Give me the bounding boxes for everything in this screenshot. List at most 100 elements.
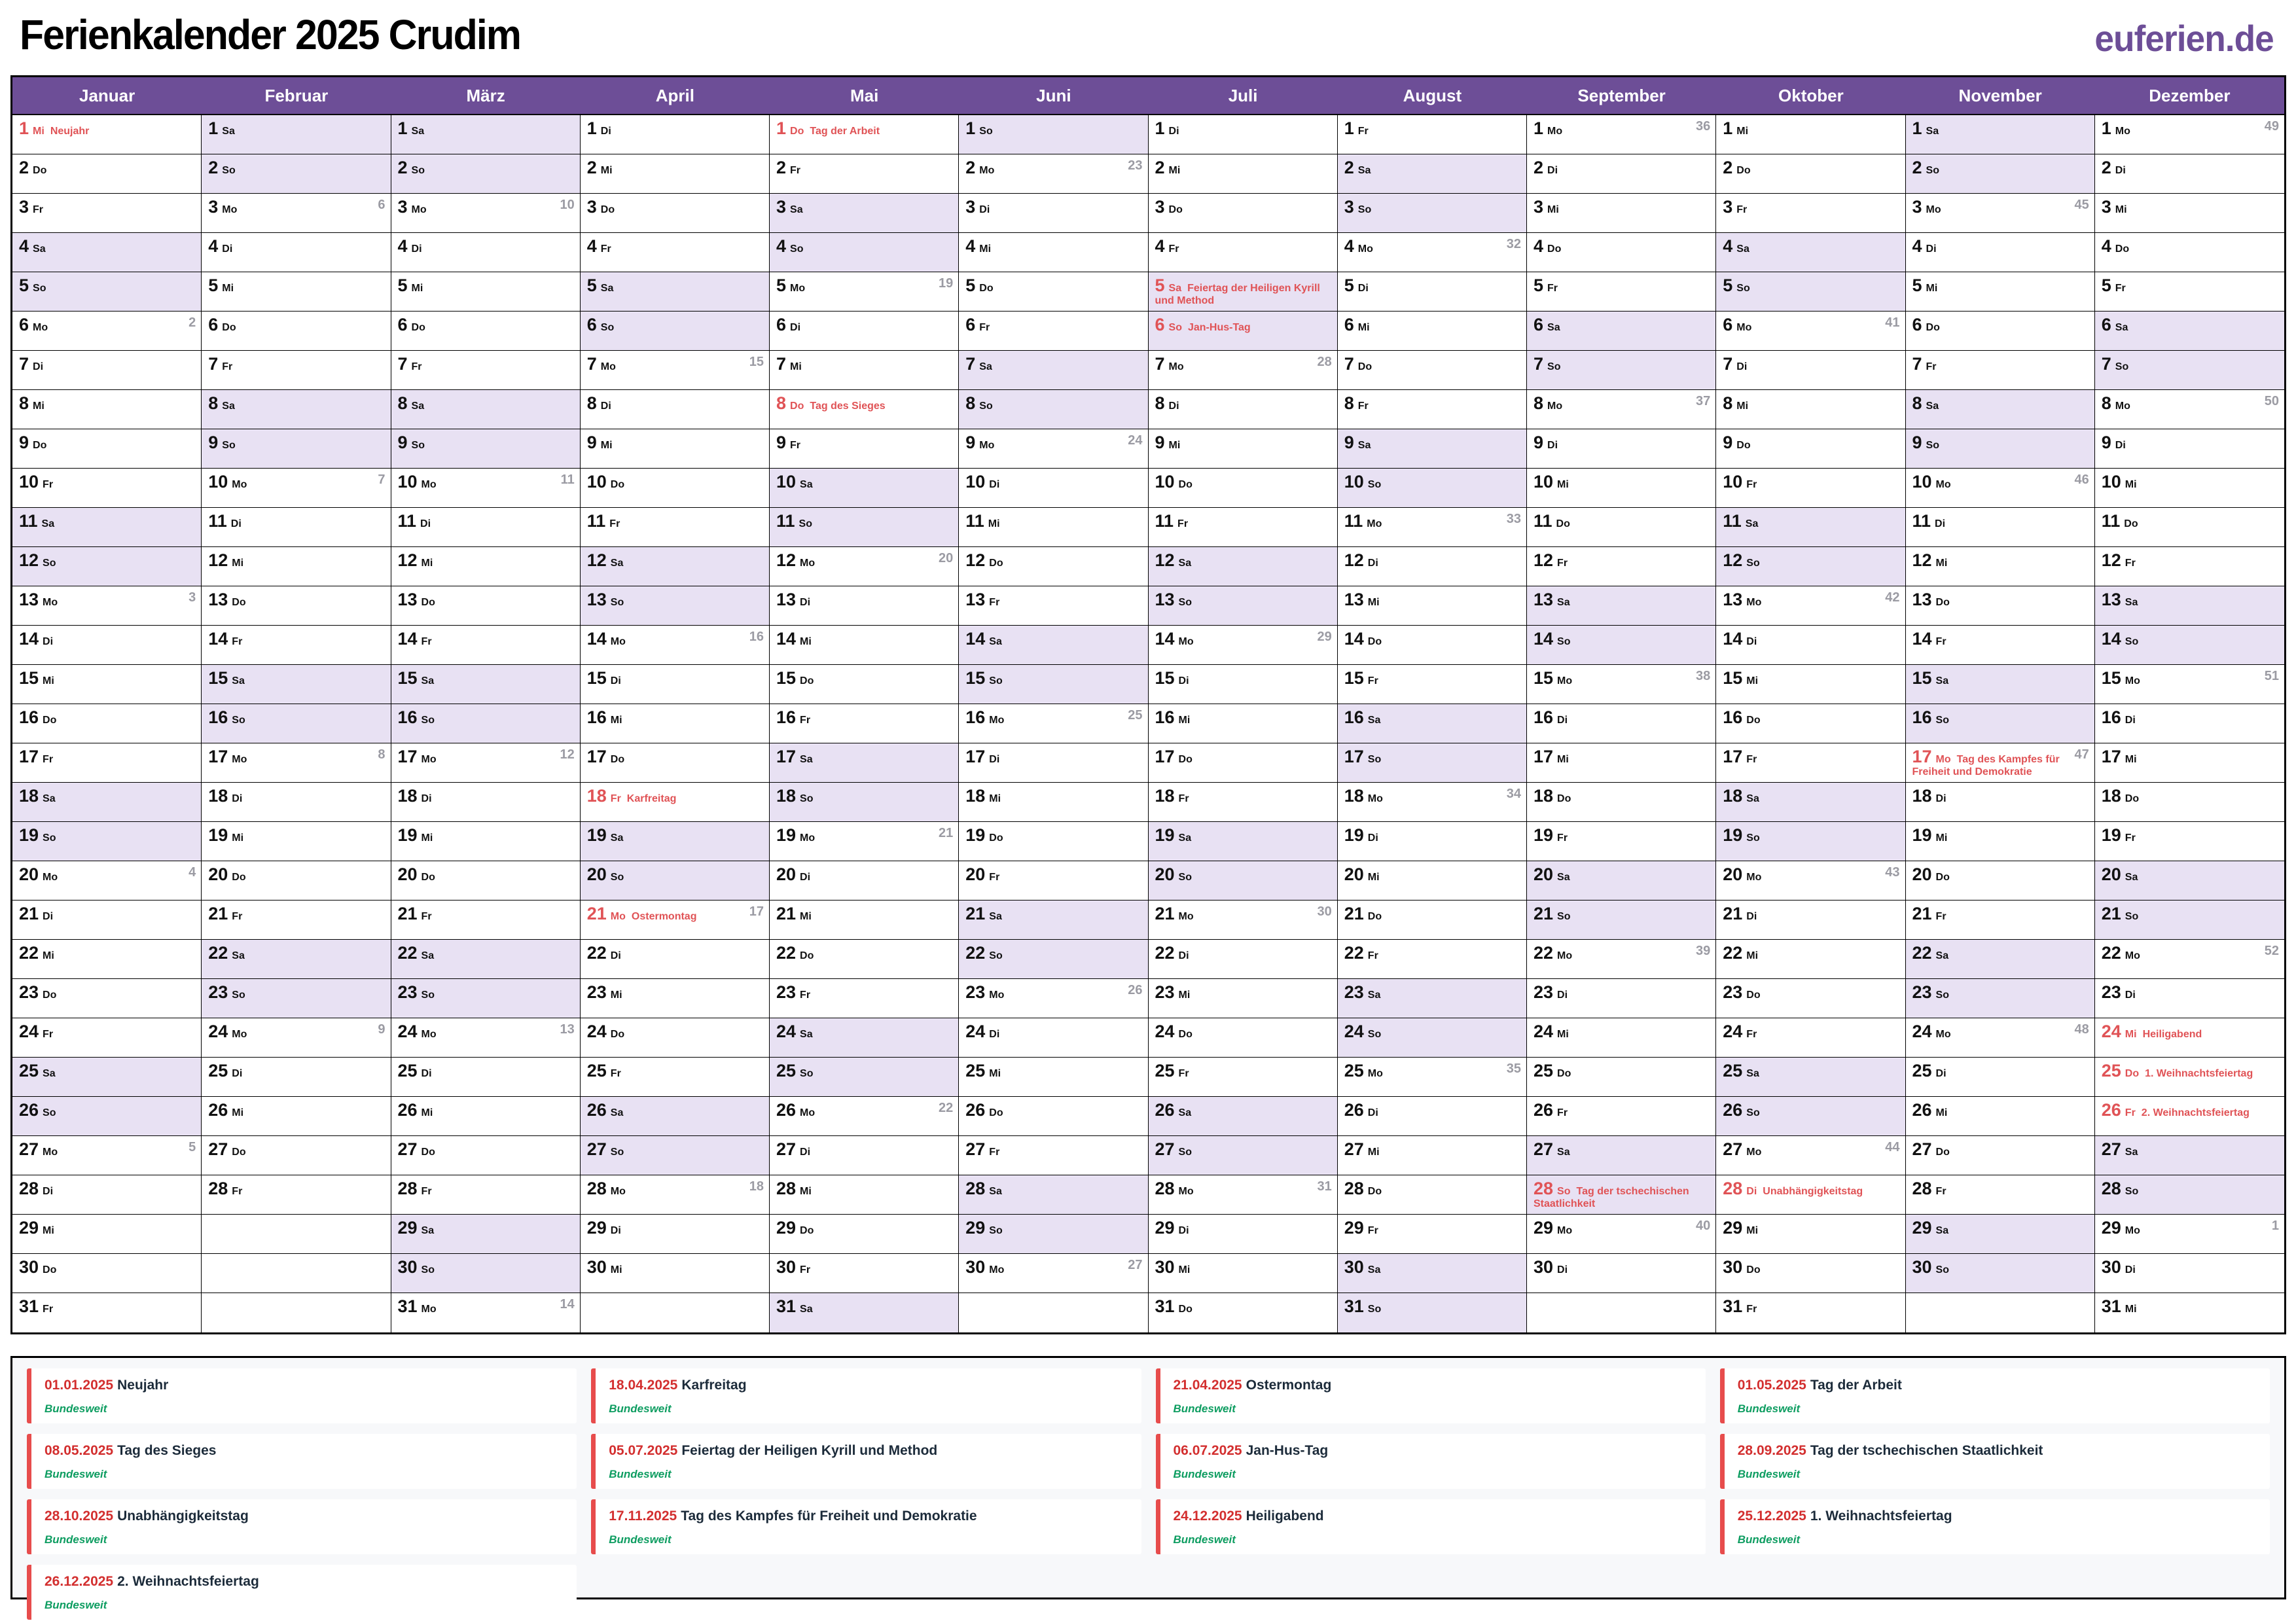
holiday-label: 1. Weihnachtsfeiertag: [2145, 1068, 2253, 1079]
weekday-label: Mo: [421, 1029, 437, 1040]
day-number: 27: [965, 1139, 986, 1159]
empty-cell: [1527, 1293, 1716, 1332]
day-cell: 30 So: [1905, 1254, 2094, 1293]
day-cell: 20 Sa: [2094, 861, 2284, 901]
euferien-logo[interactable]: euferien.de: [2094, 18, 2274, 59]
day-number: 29: [397, 1218, 418, 1238]
day-number: 22: [1912, 943, 1932, 963]
day-cell: 14 Di: [12, 626, 202, 665]
weekday-label: Mo: [222, 204, 238, 215]
weekday-label: Sa: [1926, 401, 1939, 412]
day-cell: 14 Mo 16: [580, 626, 769, 665]
weekday-label: Fr: [1736, 204, 1748, 215]
day-number: 27: [586, 1139, 607, 1159]
weekday-label: Mo: [1557, 1225, 1573, 1236]
day-number: 7: [19, 354, 29, 374]
weekday-label: Di: [421, 1068, 432, 1079]
day-number: 20: [1723, 865, 1743, 884]
day-number: 10: [19, 472, 39, 491]
calendar-month-header-row: Januar Februar März April Mai Juni Juli August S…: [12, 77, 2284, 115]
weekday-label: Mo: [989, 990, 1005, 1001]
weekday-label: Mo: [1367, 793, 1383, 804]
day-cell: 14 So: [1527, 626, 1716, 665]
weekday-label: Mi: [1367, 597, 1380, 608]
day-cell: 29 Fr: [1337, 1215, 1526, 1254]
weekday-label: Do: [1178, 1029, 1193, 1040]
day-cell: 3 So: [1337, 194, 1526, 233]
day-number: 3: [1534, 197, 1544, 217]
weekday-label: Sa: [610, 1107, 624, 1118]
day-number: 3: [1723, 197, 1733, 217]
day-number: 18: [208, 786, 228, 806]
day-cell: 7 Mi: [770, 351, 959, 390]
day-number: 5: [1344, 276, 1354, 295]
day-cell: 20 So: [580, 861, 769, 901]
day-number: 19: [208, 825, 228, 845]
day-cell: 3 Mo 6: [202, 194, 391, 233]
day-cell: 26 Mi: [202, 1097, 391, 1136]
weekday-label: Do: [1367, 636, 1382, 647]
day-cell: 18 Di: [202, 783, 391, 822]
day-number: 5: [1723, 276, 1733, 295]
week-number: 39: [1696, 944, 1711, 958]
weekday-label: Fr: [1547, 283, 1558, 294]
weekday-label: Di: [1746, 636, 1757, 647]
weekday-label: Do: [989, 558, 1003, 569]
day-number: 29: [776, 1218, 797, 1238]
weekday-label: Mi: [43, 1225, 54, 1236]
day-number: 4: [19, 236, 29, 256]
day-cell: 3 Mi: [2094, 194, 2284, 233]
day-number: 31: [2101, 1296, 2121, 1316]
day-number: 23: [1912, 982, 1932, 1002]
day-number: 11: [208, 511, 227, 531]
weekday-label: Di: [1935, 1068, 1946, 1079]
weekday-label: So: [43, 1107, 56, 1118]
weekday-label: Do: [790, 401, 804, 412]
weekday-label: Do: [1557, 1068, 1571, 1079]
holiday-label: Tag des Sieges: [810, 401, 886, 412]
day-cell: 21 Sa: [959, 901, 1148, 940]
day-number: 22: [1344, 943, 1364, 963]
day-cell: 5 Sa Feiertag der Heiligen Kyrill und Meth…: [1148, 272, 1337, 312]
day-number: 27: [1723, 1139, 1743, 1159]
day-cell: 26 So: [1716, 1097, 1905, 1136]
day-number: 9: [397, 433, 408, 452]
weekday-label: Di: [232, 1068, 243, 1079]
day-number: 6: [1344, 315, 1354, 334]
day-number: 7: [965, 354, 976, 374]
day-number: 17: [1912, 747, 1932, 766]
weekday-label: Mo: [1178, 911, 1194, 922]
day-cell: 9 Mi: [1148, 429, 1337, 469]
weekday-label: Mi: [1557, 1029, 1569, 1040]
day-number: 2: [1534, 158, 1544, 177]
weekday-label: Di: [610, 950, 621, 961]
day-number: 22: [397, 943, 418, 963]
day-number: 14: [1723, 629, 1743, 649]
day-number: 8: [776, 393, 787, 413]
holiday-label: Feiertag der Heiligen Kyrill und Method: [1155, 283, 1320, 307]
day-cell: 11 Sa: [12, 508, 202, 547]
day-cell: 9 So: [1905, 429, 2094, 469]
weekday-label: Mo: [610, 1186, 626, 1197]
day-number: 19: [776, 825, 797, 845]
weekday-label: Fr: [1746, 479, 1757, 490]
day-cell: 6 Fr: [959, 312, 1148, 351]
legend-card-headline: 24.12.2025 Heiligabend: [1174, 1508, 1694, 1524]
day-number: 9: [1344, 433, 1354, 452]
day-number: 19: [586, 825, 607, 845]
day-number: 1: [1912, 118, 1922, 138]
day-number: 9: [1155, 433, 1165, 452]
day-cell: 17 Fr: [1716, 743, 1905, 783]
weekday-label: Fr: [1926, 361, 1937, 372]
empty-cell: [580, 1293, 769, 1332]
legend-date: 08.05.2025: [45, 1443, 114, 1458]
day-cell: 2 So: [1905, 154, 2094, 194]
day-cell: 11 Di: [391, 508, 580, 547]
week-number: 17: [749, 904, 764, 919]
weekday-label: Fr: [222, 361, 233, 372]
day-number: 23: [776, 982, 797, 1002]
weekday-label: Mo: [1547, 126, 1563, 137]
day-cell: 24 Fr: [12, 1018, 202, 1058]
weekday-label: Mi: [800, 1186, 812, 1197]
weekday-label: Do: [43, 990, 57, 1001]
